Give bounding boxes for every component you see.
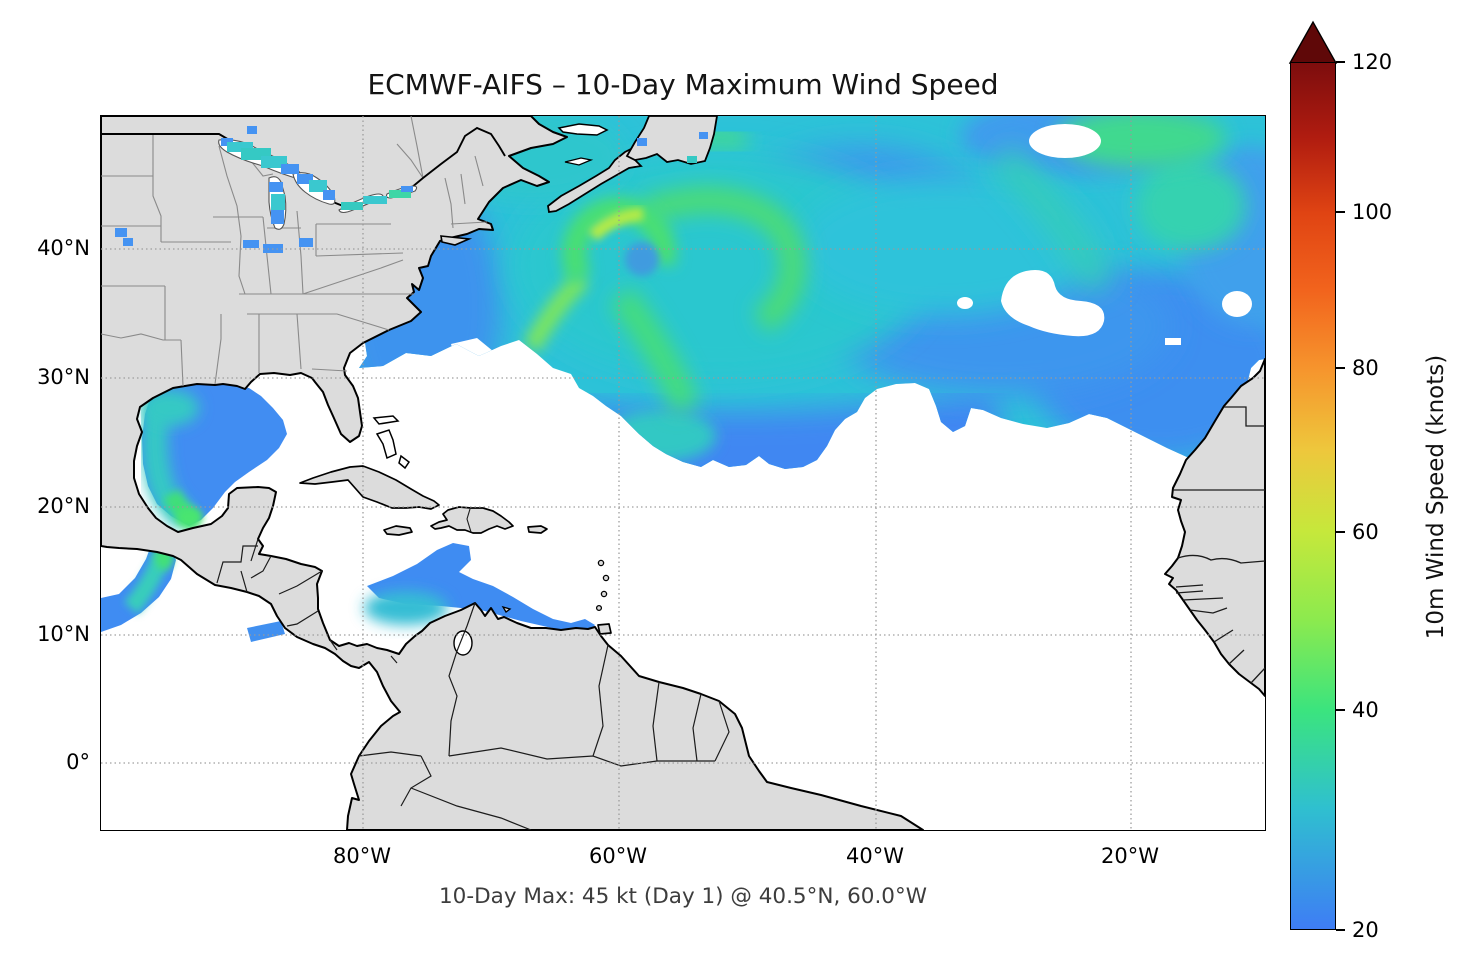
lat-tick-0: 0° <box>66 750 90 774</box>
caribbean-islands <box>299 465 612 635</box>
colorbar-tick-40: 40 <box>1352 698 1379 722</box>
anticosti-island <box>557 123 609 136</box>
maritime-islands <box>547 116 718 214</box>
wind-field-gulf-of-mexico <box>141 382 287 531</box>
jamaica <box>383 525 413 536</box>
colorbar-tick-20: 20 <box>1352 918 1379 942</box>
newfoundland <box>625 116 718 165</box>
colorbar <box>1290 62 1336 930</box>
colorbar-tick-120: 120 <box>1352 50 1393 74</box>
prince-edward-island <box>564 157 594 166</box>
colorbar-tick-100: 100 <box>1352 200 1393 224</box>
lat-tick-20n: 20°N <box>37 494 90 518</box>
colorbar-tick-mark <box>1336 929 1345 931</box>
cuba <box>299 465 440 510</box>
colorbar-tick-mark <box>1336 367 1345 369</box>
map-plot <box>100 115 1266 831</box>
lat-tick-10n: 10°N <box>37 622 90 646</box>
colorbar-tick-60: 60 <box>1352 520 1379 544</box>
colorbar-tick-mark <box>1336 61 1345 63</box>
map-canvas <box>101 116 1265 830</box>
colorbar-axis-label: 10m Wind Speed (knots) <box>1423 354 1449 640</box>
lat-tick-40n: 40°N <box>37 236 90 260</box>
trinidad <box>597 623 612 635</box>
us-state-borders <box>101 116 488 387</box>
hispaniola <box>430 506 514 534</box>
lake-maracaibo <box>453 630 473 656</box>
latam-borders <box>216 538 730 830</box>
lon-tick-80w: 80°W <box>333 844 391 868</box>
lon-tick-40w: 40°W <box>846 844 904 868</box>
puerto-rico <box>527 525 548 534</box>
gridlines <box>101 116 1265 830</box>
lon-tick-20w: 20°W <box>1101 844 1159 868</box>
figure-subtitle: 10-Day Max: 45 kt (Day 1) @ 40.5°N, 60.0… <box>438 884 927 909</box>
figure-title: ECMWF-AIFS – 10-Day Maximum Wind Speed <box>367 68 999 101</box>
lat-tick-30n: 30°N <box>37 365 90 389</box>
lon-tick-60w: 60°W <box>589 844 647 868</box>
hispaniola-border <box>466 508 472 533</box>
colorbar-tick-mark <box>1336 709 1345 711</box>
wind-field-caribbean <box>364 543 595 634</box>
land-africa <box>1164 358 1265 697</box>
wind-field-lakes-pixels <box>115 126 413 253</box>
colorbar-tick-mark <box>1336 211 1345 213</box>
colorbar-tick-mark <box>1336 531 1345 533</box>
colorbar-tick-80: 80 <box>1352 356 1379 380</box>
bahamas <box>372 415 411 470</box>
colorbar-extend-triangle <box>1288 20 1338 64</box>
lesser-antilles <box>501 559 610 613</box>
wind-field-pacific-arc <box>101 540 285 642</box>
